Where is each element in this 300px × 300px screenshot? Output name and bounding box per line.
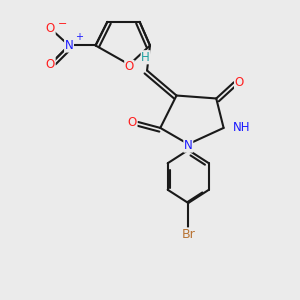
Text: H: H xyxy=(141,51,150,64)
Text: O: O xyxy=(235,76,244,89)
Text: NH: NH xyxy=(232,122,250,134)
Text: O: O xyxy=(46,58,55,70)
Text: N: N xyxy=(65,39,74,52)
Text: O: O xyxy=(46,22,55,35)
Text: Br: Br xyxy=(182,228,195,241)
Text: N: N xyxy=(184,139,193,152)
Text: O: O xyxy=(128,116,137,128)
Text: +: + xyxy=(76,32,83,42)
Text: O: O xyxy=(125,61,134,74)
Text: −: − xyxy=(58,19,68,29)
